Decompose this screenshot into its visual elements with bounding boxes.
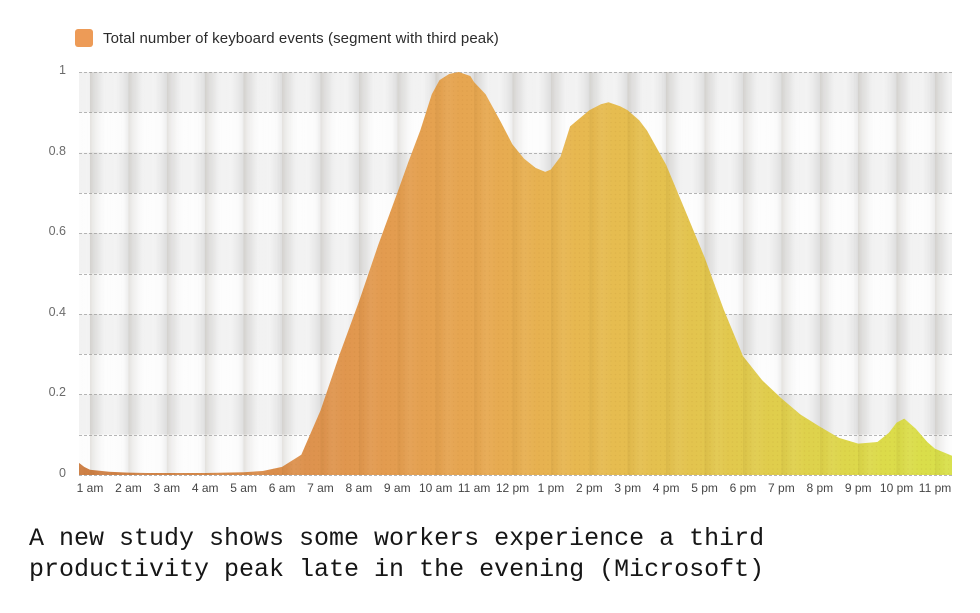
x-tick-label: 9 pm (844, 481, 872, 495)
x-tick-label: 7 pm (768, 481, 795, 495)
x-tick-label: 9 am (383, 481, 411, 495)
x-tick-label: 5 am (230, 481, 257, 495)
gridline (79, 112, 952, 114)
x-tick-label: 6 pm (729, 481, 757, 495)
x-tick-label: 11 am (457, 481, 491, 495)
x-tick-label: 7 am (307, 481, 334, 495)
x-tick-label: 1 am (76, 481, 104, 495)
x-tick-label: 5 pm (691, 481, 718, 495)
y-tick-label: 0.6 (48, 224, 66, 239)
plot-area (79, 72, 952, 476)
y-tick-label: 1 (59, 63, 66, 77)
gridline (79, 72, 952, 73)
x-tick-label: 4 pm (652, 481, 680, 495)
gridline (79, 475, 952, 476)
x-tick-label: 3 am (153, 481, 181, 495)
caption-line-2: productivity peak late in the evening (M… (29, 555, 765, 584)
x-tick-label: 4 am (191, 481, 219, 495)
area-dot-texture (79, 72, 952, 475)
x-tick-label: 12 pm (495, 481, 530, 495)
x-tick-label: 6 am (268, 481, 296, 495)
legend: Total number of keyboard events (segment… (75, 29, 499, 47)
x-tick-label: 3 pm (614, 481, 642, 495)
y-tick-label: 0 (59, 466, 66, 480)
x-tick-label: 8 pm (806, 481, 834, 495)
x-tick-label: 10 pm (879, 481, 914, 495)
y-tick-label: 0.4 (48, 304, 66, 319)
x-tick-label: 10 am (419, 481, 453, 495)
legend-swatch-icon (75, 29, 93, 47)
keyboard-events-area-chart (79, 72, 952, 475)
x-tick-label: 2 pm (575, 481, 603, 495)
x-tick-label: 2 am (115, 481, 142, 495)
caption: A new study shows some workers experienc… (29, 523, 764, 585)
legend-label: Total number of keyboard events (segment… (103, 29, 499, 47)
x-tick-label: 1 pm (537, 481, 565, 495)
x-tick-label: 11 pm (918, 481, 952, 495)
caption-line-1: A new study shows some workers experienc… (29, 524, 765, 553)
y-tick-label: 0.2 (48, 385, 66, 400)
x-tick-label: 8 am (345, 481, 373, 495)
y-tick-label: 0.8 (48, 143, 66, 158)
